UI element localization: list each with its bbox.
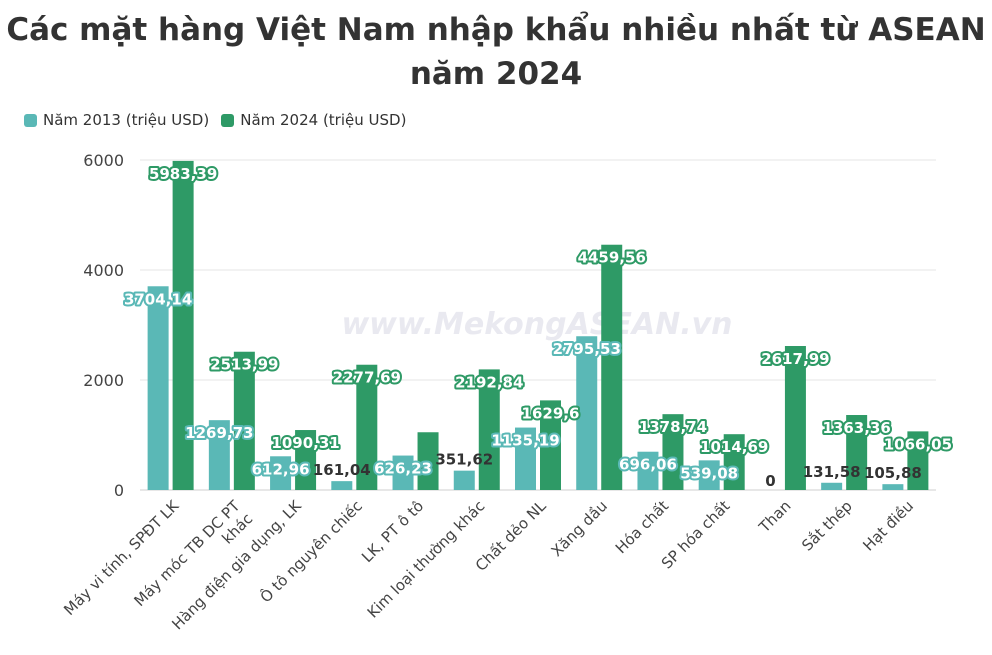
data-label: 161,04 <box>313 461 371 479</box>
y-tick-label: 2000 <box>83 371 124 390</box>
data-label: 612,96 <box>252 460 310 478</box>
bar-2013[interactable] <box>698 460 720 490</box>
data-label: 0 <box>765 472 775 490</box>
y-tick-label: 4000 <box>83 261 124 280</box>
data-label: 1363,36 <box>822 419 890 437</box>
y-tick-label: 0 <box>114 481 124 500</box>
watermark-text: www.MekongASEAN.vn <box>341 307 732 342</box>
bar-2024[interactable] <box>356 364 378 490</box>
data-label: 1135,19 <box>491 432 559 450</box>
bar-2024[interactable] <box>662 414 684 490</box>
bar-2013[interactable] <box>453 470 475 490</box>
x-tick: Sắt thép <box>798 497 856 555</box>
bar-2024[interactable] <box>540 400 561 490</box>
x-tick-label: Máy móc TB DC PT <box>130 496 244 610</box>
x-tick-label: Ô tô nguyên chiếc <box>256 496 366 606</box>
data-label: 1014,69 <box>700 438 768 456</box>
data-label: 626,23 <box>374 460 432 478</box>
x-tick-label: Sắt thép <box>798 497 856 555</box>
data-label: 105,88 <box>864 464 922 482</box>
bar-2024[interactable] <box>601 244 623 490</box>
x-tick-label: Máy vi tính, SPĐT LK <box>60 496 183 619</box>
bar-2013[interactable] <box>208 420 230 490</box>
x-tick: Ô tô nguyên chiếc <box>256 496 366 606</box>
legend-swatch-2013 <box>24 113 37 127</box>
data-labels: 3704,14 5983,39 1269,73 2513,99 612,96 1090,3… <box>122 163 954 490</box>
data-label: 4459,56 <box>578 249 646 267</box>
data-label: 539,08 <box>680 464 738 482</box>
data-label: 696,06 <box>619 456 677 474</box>
data-label: 131,58 <box>803 463 861 481</box>
bar-2013[interactable] <box>392 455 414 490</box>
data-label: 1269,73 <box>185 424 253 442</box>
bar-2013[interactable] <box>576 336 598 490</box>
x-tick-label: Xăng dầu <box>548 497 611 560</box>
bar-2013[interactable] <box>331 481 353 490</box>
bar-2024[interactable] <box>846 415 868 490</box>
bar-2013[interactable] <box>637 451 659 490</box>
x-tick-label: Than <box>755 497 795 537</box>
legend-item-2024[interactable]: Năm 2024 (triệu USD) <box>221 111 406 129</box>
y-tick-label: 6000 <box>83 151 124 170</box>
data-label: 1378,74 <box>639 418 707 436</box>
chart-title: Các mặt hàng Việt Nam nhập khẩu nhiều nh… <box>6 12 986 92</box>
data-label: 5983,39 <box>149 165 217 183</box>
data-label: 351,62 <box>435 451 493 469</box>
x-tick-label: Hóa chất <box>612 497 672 557</box>
bar-2024[interactable] <box>233 351 255 490</box>
y-axis: 0 2000 4000 6000 <box>83 151 124 500</box>
bar-2013[interactable] <box>270 456 292 490</box>
bar-2024[interactable] <box>478 369 500 490</box>
bar-2024[interactable] <box>723 434 745 490</box>
bar-2024[interactable] <box>417 432 439 490</box>
data-label: 2277,69 <box>333 369 401 387</box>
bar-2024[interactable] <box>295 430 317 490</box>
data-label: 1090,31 <box>271 434 339 452</box>
x-tick: Xăng dầu <box>548 497 611 560</box>
bar-2013[interactable] <box>147 286 169 490</box>
x-tick: Kim loại thường khác <box>364 497 489 622</box>
bars <box>147 160 929 490</box>
x-tick: Than <box>755 497 795 537</box>
bar-2013[interactable] <box>882 484 904 490</box>
data-label: 2513,99 <box>210 356 278 374</box>
bar-2013[interactable] <box>515 427 536 490</box>
bar-2024[interactable] <box>784 346 806 490</box>
data-label: 1066,05 <box>884 435 952 453</box>
legend-label-2024: Năm 2024 (triệu USD) <box>240 111 407 129</box>
legend-label-2013: Năm 2013 (triệu USD) <box>43 111 210 129</box>
x-tick-label: Kim loại thường khác <box>364 497 489 622</box>
data-label: 3704,14 <box>124 290 192 308</box>
x-tick-label: Hạt điều <box>859 497 917 555</box>
legend: Năm 2013 (triệu USD) Năm 2024 (triệu USD… <box>24 111 406 129</box>
data-label: 1629,6 <box>522 404 580 422</box>
bar-2024[interactable] <box>907 431 929 490</box>
x-tick: Hạt điều <box>859 497 917 555</box>
data-label: 2617,99 <box>761 350 829 368</box>
x-tick: Máy vi tính, SPĐT LK <box>60 496 183 619</box>
legend-swatch-2024 <box>221 113 235 127</box>
bar-2024[interactable] <box>172 160 194 490</box>
legend-item-2013[interactable]: Năm 2013 (triệu USD) <box>24 111 209 129</box>
data-label: 2795,53 <box>553 340 621 358</box>
x-tick: Hóa chất <box>612 497 672 557</box>
bar-2013[interactable] <box>821 482 843 490</box>
data-label: 2192,84 <box>455 373 523 391</box>
